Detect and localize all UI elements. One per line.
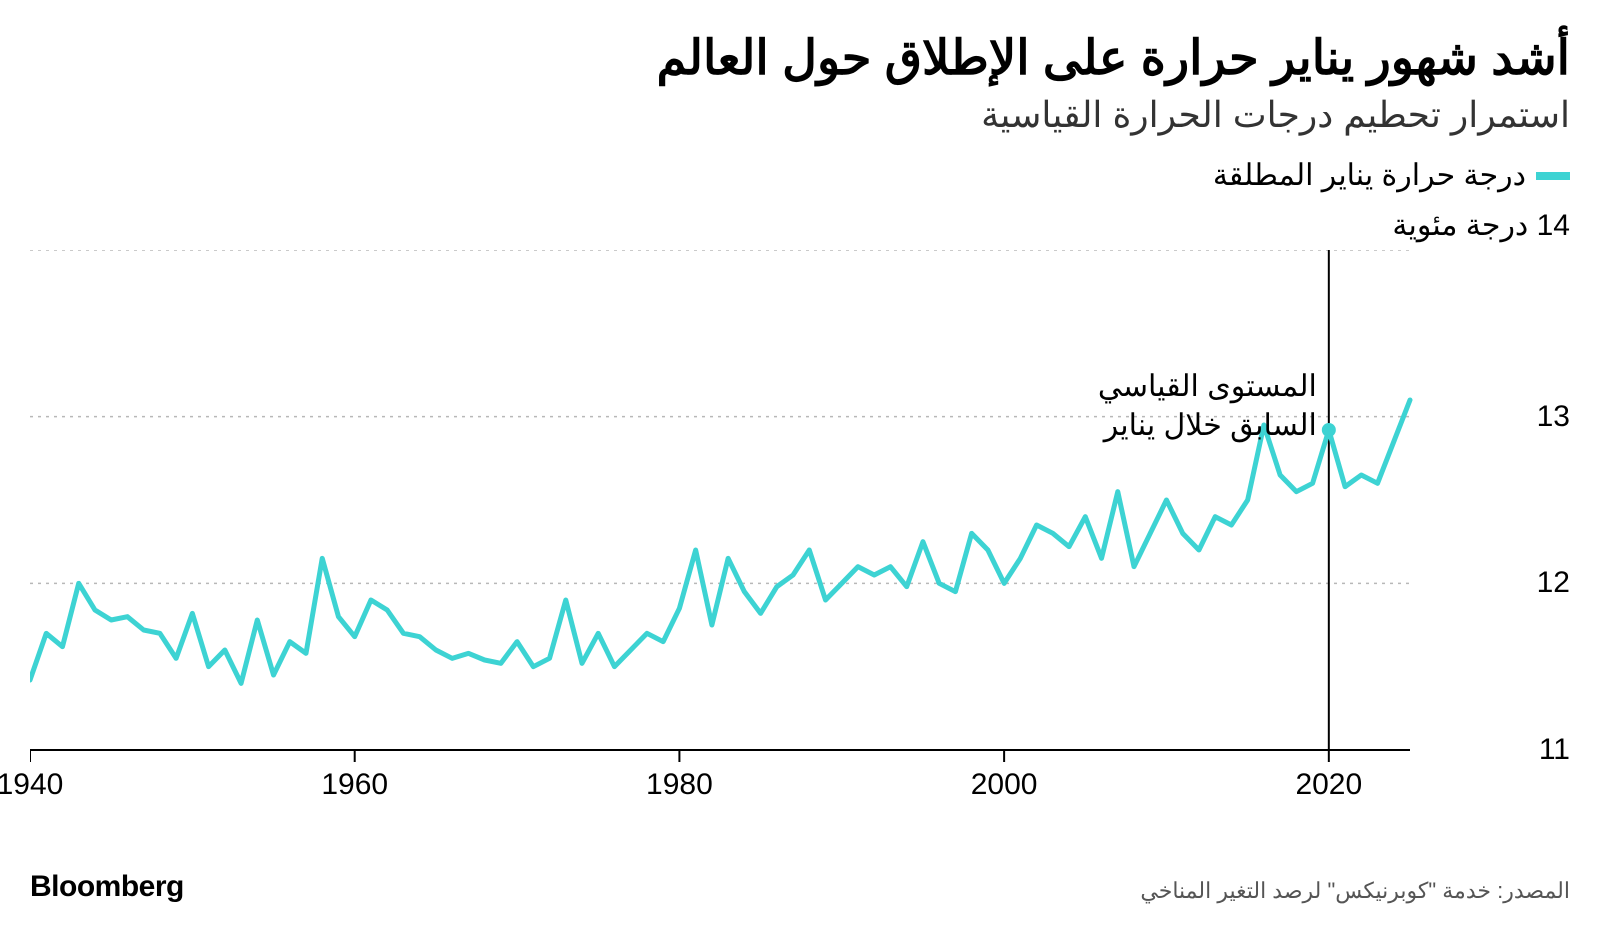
annotation-line1: المستوى القياسي bbox=[1098, 367, 1317, 406]
source-text: المصدر: خدمة "كوبرنيكس" لرصد التغير المن… bbox=[1140, 878, 1570, 904]
y-tick-label: 12 bbox=[1537, 566, 1570, 600]
brand-logo: Bloomberg bbox=[30, 870, 184, 904]
legend-label: درجة حرارة يناير المطلقة bbox=[1213, 158, 1526, 193]
legend: درجة حرارة يناير المطلقة bbox=[1213, 158, 1570, 193]
annotation-marker bbox=[1322, 423, 1336, 437]
x-tick-label: 2020 bbox=[1295, 768, 1362, 802]
x-tick-label: 2000 bbox=[971, 768, 1038, 802]
x-tick-label: 1960 bbox=[321, 768, 388, 802]
x-tick-marks bbox=[30, 750, 1329, 762]
x-tick-label: 1980 bbox=[646, 768, 713, 802]
plot-svg bbox=[30, 250, 1500, 780]
y-tick-label: 11 bbox=[1539, 733, 1570, 767]
chart-container: أشد شهور يناير حرارة على الإطلاق حول الع… bbox=[0, 0, 1600, 934]
x-tick-label: 1940 bbox=[0, 768, 63, 802]
plot-area: 111213 19401960198020002020 المستوى القي… bbox=[30, 250, 1500, 780]
chart-title: أشد شهور يناير حرارة على الإطلاق حول الع… bbox=[656, 30, 1570, 86]
legend-swatch bbox=[1536, 172, 1570, 180]
annotation-line2: السابق خلال يناير bbox=[1098, 406, 1317, 445]
y-tick-label: 13 bbox=[1537, 400, 1570, 434]
annotation-text: المستوى القياسي السابق خلال يناير bbox=[1098, 367, 1317, 445]
yaxis-unit-label: 14 درجة مئوية bbox=[1392, 208, 1570, 243]
chart-subtitle: استمرار تحطيم درجات الحرارة القياسية bbox=[981, 94, 1570, 136]
